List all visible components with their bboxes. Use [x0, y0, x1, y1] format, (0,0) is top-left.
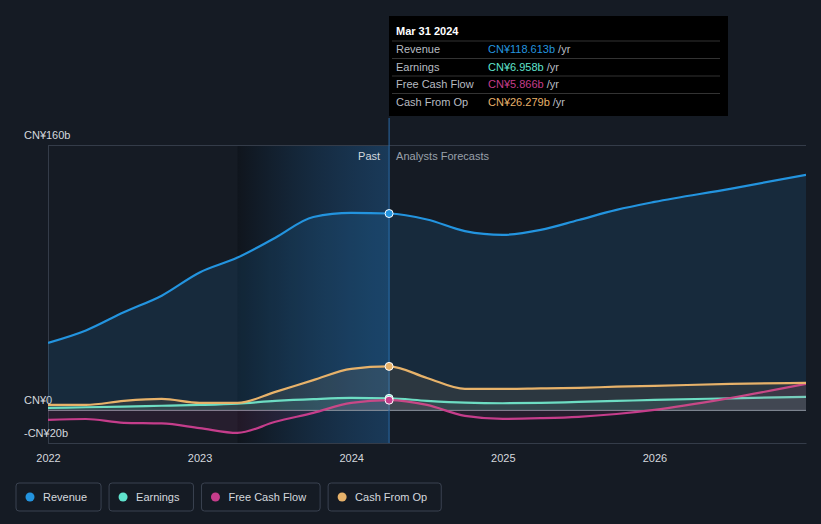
tooltip-unit: /yr: [558, 43, 571, 55]
series-marker: [385, 362, 393, 370]
legend-box[interactable]: [109, 483, 193, 511]
legend-label: Earnings: [136, 491, 180, 503]
x-tick-label: 2022: [36, 452, 60, 464]
tooltip-value: CN¥6.958b: [488, 61, 544, 73]
forecast-label: Analysts Forecasts: [396, 150, 489, 162]
x-tick-label: 2025: [491, 452, 515, 464]
x-axis-line: [49, 443, 807, 444]
background: [0, 0, 821, 524]
chart-svg: -CN¥20b CN¥0 CN¥160b 2022 2023 2024 2025 2026 Pa…: [0, 0, 821, 524]
tooltip-value-text: CN¥6.958b/yr: [488, 61, 559, 73]
tooltip-label: Earnings: [396, 61, 440, 73]
tooltip-separator: [392, 76, 720, 77]
x-tick-label: 2024: [339, 452, 363, 464]
tooltip-label: Cash From Op: [396, 96, 468, 108]
legend-swatch: [26, 493, 35, 502]
tooltip-separator: [392, 93, 720, 94]
grid-line: [48, 145, 806, 146]
legend-swatch: [338, 493, 347, 502]
tooltip-value: CN¥118.613b: [488, 43, 555, 55]
legend-label: Revenue: [43, 491, 87, 503]
series-line: [48, 175, 806, 343]
x-tick-label: 2023: [188, 452, 212, 464]
x-tick: 2022: [36, 443, 60, 464]
tooltip-separator: [392, 41, 720, 42]
tooltip-label: Revenue: [396, 43, 440, 55]
y-axis-line: [49, 146, 807, 444]
tooltip-box: [389, 16, 728, 116]
legend-box[interactable]: [201, 483, 320, 511]
tooltip-unit: /yr: [547, 61, 560, 73]
x-tick-label: 2026: [643, 452, 667, 464]
series-area: [48, 175, 806, 410]
tooltip-value-text: CN¥26.279b/yr: [488, 96, 565, 108]
series-area: [48, 366, 806, 410]
tooltip-label: Free Cash Flow: [396, 78, 474, 90]
y-tick: -CN¥20b: [24, 427, 806, 444]
legend-swatch: [211, 493, 220, 502]
x-axis: 2022 2023 2024 2025 2026: [36, 443, 806, 464]
x-tick: 2024: [339, 443, 363, 464]
legend-label: Free Cash Flow: [228, 491, 306, 503]
y-axis: -CN¥20b CN¥0 CN¥160b: [24, 129, 806, 444]
legend-box[interactable]: [16, 483, 101, 511]
x-tick: 2023: [188, 443, 212, 464]
legend-item[interactable]: Earnings: [109, 483, 193, 511]
legend-box[interactable]: [328, 483, 441, 511]
y-tick-label: CN¥0: [24, 394, 52, 406]
legend-item[interactable]: Revenue: [16, 483, 101, 511]
tooltip-unit: /yr: [553, 96, 566, 108]
series-marker: [385, 396, 393, 404]
tooltip-value-text: CN¥118.613b/yr: [488, 43, 571, 55]
plot-area: [48, 175, 806, 433]
tooltip: Mar 31 2024 Revenue CN¥118.613b/yr Earnings…: [389, 16, 728, 116]
x-tick: 2026: [643, 443, 667, 464]
legend: Revenue Earnings Free Cash Flow Cash From O…: [16, 483, 441, 511]
tooltip-value: CN¥26.279b: [488, 96, 550, 108]
grid-line: [48, 443, 806, 444]
tooltip-title: Mar 31 2024: [396, 25, 459, 37]
series-marker: [385, 210, 393, 218]
tooltip-value: CN¥5.866b: [488, 78, 544, 90]
legend-item[interactable]: Cash From Op: [328, 483, 441, 511]
y-tick-label: CN¥160b: [24, 129, 70, 141]
tooltip-value-text: CN¥5.866b/yr: [488, 78, 559, 90]
past-label: Past: [358, 150, 380, 162]
legend-item[interactable]: Free Cash Flow: [201, 483, 320, 511]
legend-label: Cash From Op: [355, 491, 427, 503]
y-tick-label: -CN¥20b: [24, 427, 68, 439]
legend-swatch: [119, 493, 128, 502]
y-tick: CN¥160b: [24, 129, 806, 146]
chart-root: -CN¥20b CN¥0 CN¥160b 2022 2023 2024 2025 2026 Pa…: [0, 0, 821, 524]
tooltip-unit: /yr: [547, 78, 560, 90]
series-line: [48, 366, 806, 405]
x-tick: 2025: [491, 443, 515, 464]
tooltip-separator: [392, 58, 720, 59]
